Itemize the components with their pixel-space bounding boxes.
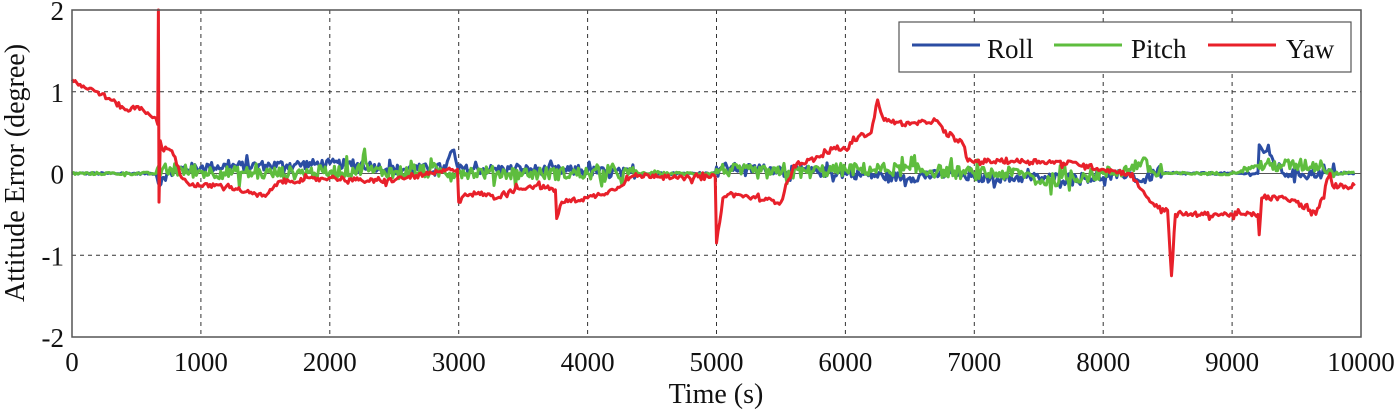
plot-area-frame [71, 9, 1362, 338]
data-series [70, 8, 1356, 278]
x-tick-label: 2000 [303, 347, 357, 377]
y-tick-label: -1 [42, 241, 65, 271]
x-tick-label: 0 [65, 347, 79, 377]
x-tick-label: 7000 [947, 347, 1001, 377]
series-line-pitch [71, 147, 1356, 196]
y-tick-label: 0 [51, 160, 65, 190]
x-tick-label: 8000 [1076, 347, 1130, 377]
y-tick-label: 1 [51, 78, 65, 108]
legend-label-yaw: Yaw [1286, 34, 1335, 64]
y-tick-label: 2 [51, 0, 65, 26]
legend-label-pitch: Pitch [1131, 34, 1187, 64]
x-axis-label: Time (s) [669, 379, 764, 410]
y-tick-label: -2 [42, 323, 65, 353]
x-tick-label: 4000 [561, 347, 615, 377]
x-tick-label: 1000 [174, 347, 228, 377]
x-tick-label: 5000 [690, 347, 744, 377]
x-tick-label: 9000 [1205, 347, 1259, 377]
series-line-yaw [70, 8, 1356, 278]
legend-label-roll: Roll [987, 34, 1034, 64]
y-axis-label: Attitude Error (degree) [0, 44, 31, 302]
x-tick-label: 6000 [818, 347, 872, 377]
legend-box [898, 21, 1352, 73]
tick-labels: 0 1000 2000 3000 4000 5000 6000 7000 8000 9000 100… [42, 0, 1395, 377]
x-tick-label: 10000 [1327, 347, 1395, 377]
legend: Roll Pitch Yaw [898, 21, 1352, 73]
x-tick-label: 3000 [432, 347, 486, 377]
